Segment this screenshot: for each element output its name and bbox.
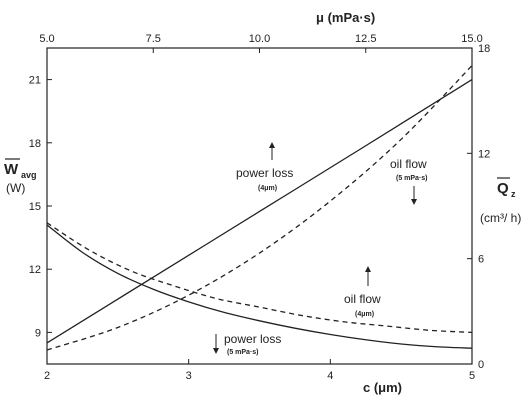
annotation-main: power loss xyxy=(224,332,281,346)
arrowhead-down-icon xyxy=(411,199,417,205)
x-bottom-axis-title: c (μm) xyxy=(363,380,402,395)
axis-ticks xyxy=(46,47,473,365)
plot-frame xyxy=(46,47,473,365)
annotation-sub: (4μm) xyxy=(258,185,277,192)
annotation-oil-flow-4um: oil flow (4μm) xyxy=(344,266,381,318)
series-line-2 xyxy=(46,65,473,351)
y-right-tick-label: 0 xyxy=(478,359,484,371)
y-left-axis-title: W xyxy=(4,161,19,178)
y-left-tick-label: 18 xyxy=(29,138,41,150)
annotation-main: oil flow xyxy=(344,292,381,306)
x-top-axis-title: μ (mPa·s) xyxy=(316,10,375,25)
data-series xyxy=(46,65,473,351)
annotation-sub: (5 mPa·s) xyxy=(227,349,259,356)
annotation-power-loss-5mpas: power loss (5 mPa·s) xyxy=(213,332,281,356)
y-right-axis-subscript: z xyxy=(511,189,516,199)
y-left-tick-label: 9 xyxy=(35,327,41,339)
axis-tick-labels: 2 3 4 5 5.0 7.5 10.0 12.5 15.0 9 12 15 18 21 0 6 12 18 xyxy=(29,33,491,382)
y-right-tick-label: 18 xyxy=(478,43,490,55)
annotation-main: oil flow xyxy=(390,157,427,171)
series-line-1 xyxy=(46,79,473,344)
annotation-sub: (5 mPa·s) xyxy=(396,175,428,182)
x-bottom-tick-label: 5 xyxy=(469,370,475,382)
series-line-3 xyxy=(46,222,473,334)
y-right-tick-label: 12 xyxy=(478,148,490,160)
x-bottom-tick-label: 4 xyxy=(327,370,333,382)
annotation-sub: (4μm) xyxy=(355,311,374,318)
y-left-axis-subscript: avg xyxy=(21,170,37,180)
x-top-tick-label: 5.0 xyxy=(39,33,54,45)
y-right-axis-title: Q xyxy=(497,180,509,197)
arrowhead-down-icon xyxy=(213,348,219,354)
y-left-tick-label: 21 xyxy=(29,75,41,87)
series-line-4 xyxy=(46,224,473,349)
y-right-axis-unit: (cm³/ h) xyxy=(480,211,521,225)
x-bottom-tick-label: 3 xyxy=(186,370,192,382)
y-left-axis-unit: (W) xyxy=(6,181,25,195)
y-left-tick-label: 15 xyxy=(29,201,41,213)
y-right-tick-label: 6 xyxy=(478,254,484,266)
arrowhead-up-icon xyxy=(365,266,371,272)
x-top-tick-label: 15.0 xyxy=(461,33,482,45)
x-top-tick-label: 12.5 xyxy=(355,33,376,45)
x-top-tick-label: 10.0 xyxy=(249,33,270,45)
annotation-power-loss-4um: power loss (4μm) xyxy=(236,142,293,192)
arrowhead-up-icon xyxy=(269,142,275,148)
x-top-tick-label: 7.5 xyxy=(146,33,161,45)
y-left-tick-label: 12 xyxy=(29,264,41,276)
x-bottom-tick-label: 2 xyxy=(44,370,50,382)
annotation-oil-flow-5mpas: oil flow (5 mPa·s) xyxy=(390,157,428,205)
annotation-main: power loss xyxy=(236,166,293,180)
